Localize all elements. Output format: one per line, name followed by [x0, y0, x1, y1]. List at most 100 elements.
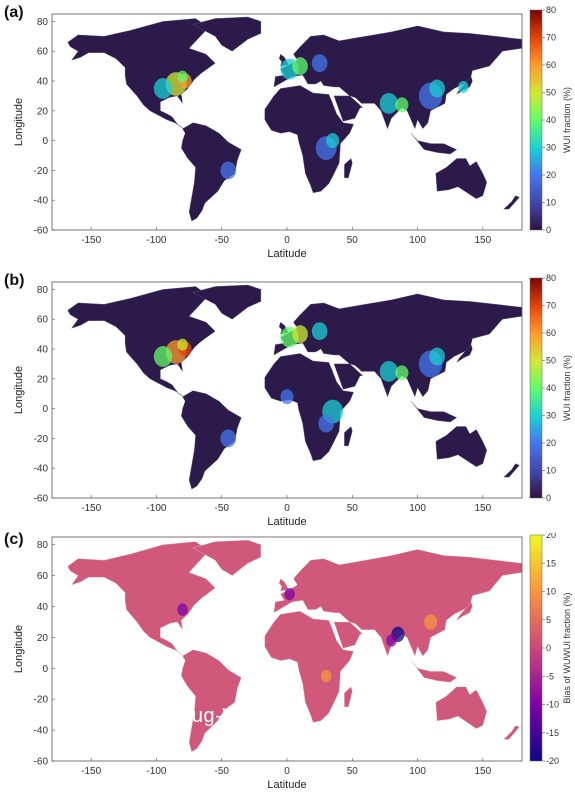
colorbar-b	[529, 277, 543, 499]
colorbar-tick-label: 60	[546, 328, 556, 338]
wui-hotspot	[424, 614, 438, 630]
colorbar-label: Bias of WUWUI fraction (%)	[562, 592, 572, 703]
colorbar-tick-label: 10	[546, 198, 556, 208]
wui-hotspot	[318, 414, 334, 433]
y-tick-label: -60	[34, 494, 49, 505]
colorbar-tick-label: 15	[546, 558, 556, 568]
landmass-indonesia	[410, 660, 458, 683]
wui-hotspot	[320, 669, 332, 683]
panel-a: -150 -100 -50 0 50 100 150 80 60 40 20 0 -20 -40 -60 La…	[0, 0, 575, 270]
colorbar-tick-label: 5	[546, 615, 551, 625]
y-tick-label: -20	[34, 434, 49, 445]
landmass-japan	[456, 601, 473, 621]
landmass-japan	[456, 344, 473, 363]
x-axis-label: Latitude	[267, 248, 306, 260]
landmass-new-zealand	[503, 463, 520, 478]
wui-hotspot	[311, 322, 328, 341]
wui-hotspot	[395, 365, 409, 381]
x-tick-label: -150	[81, 503, 101, 514]
wui-hotspot	[292, 325, 308, 344]
landmass-europe-asia	[273, 25, 522, 130]
world-map-c	[52, 537, 522, 761]
colorbar-tick-label: 10	[546, 587, 556, 597]
colorbar-tick-label: 50	[546, 88, 556, 98]
x-tick-label: 0	[284, 235, 290, 246]
y-tick-label: -20	[34, 695, 49, 706]
x-axis-label: Latitude	[267, 779, 306, 791]
world-map-b	[52, 282, 522, 498]
x-tick-label: -150	[81, 235, 101, 246]
x-tick-label: -100	[146, 235, 166, 246]
colorbar-tick-label: 20	[546, 170, 556, 180]
colorbar-tick-label: 0	[546, 493, 551, 503]
map-figure-a: -150 -100 -50 0 50 100 150806040200-20-40-60La…	[13, 5, 572, 260]
x-tick-label: 50	[347, 503, 359, 514]
x-tick-label: 50	[347, 766, 359, 777]
landmass-arabia	[333, 95, 364, 122]
colorbar-c	[529, 534, 543, 762]
colorbar-tick-label: 20	[546, 533, 556, 540]
landmass-australia	[435, 686, 488, 729]
landmass-new-zealand	[503, 195, 520, 210]
colorbar-tick-label: 10	[546, 466, 556, 476]
landmass-australia	[435, 426, 488, 467]
x-tick-label: -50	[214, 235, 229, 246]
x-tick-label: -100	[146, 503, 166, 514]
colorbar-tick-label: 70	[546, 301, 556, 311]
wui-hotspot	[386, 634, 397, 647]
colorbar-tick-label: 60	[546, 60, 556, 70]
landmass-madagascar	[344, 686, 353, 708]
panel-label: (c)	[4, 531, 24, 548]
y-tick-label: -60	[34, 757, 49, 768]
x-tick-label: -150	[81, 766, 101, 777]
dataset-name: Schug-WUI	[62, 186, 169, 208]
colorbar-tick-label: 80	[546, 5, 556, 15]
landmass-south-america	[181, 122, 242, 222]
world-map-a	[52, 14, 522, 230]
y-tick-label: 0	[42, 664, 48, 675]
x-tick-label: -50	[214, 503, 229, 514]
panel-c: -150 -100 -50 0 50 100 150 80 60 40 20 0 -20 -40 -60 La…	[0, 531, 575, 803]
colorbar-tick-label: 30	[546, 411, 556, 421]
y-tick-label: -40	[34, 464, 49, 475]
landmass-europe-asia	[273, 293, 522, 398]
wui-hotspot	[311, 54, 328, 73]
map-figure-b: -150 -100 -50 0 50 100 150806040200-20-40-60La…	[13, 273, 572, 528]
colorbar-tick-label: 40	[546, 115, 556, 125]
landmass-australia	[435, 158, 488, 199]
wui-hotspot	[429, 347, 445, 366]
dataset-name: WUWUI - Schug-WUI	[62, 705, 263, 727]
wui-hotspot	[326, 133, 340, 149]
x-axis-label: Latitude	[267, 516, 306, 528]
landmass-greenland	[192, 284, 262, 320]
y-tick-label: -60	[34, 226, 49, 237]
landmass-indonesia	[410, 133, 458, 155]
wui-hotspot	[177, 338, 188, 351]
colorbar-tick-label: 50	[546, 356, 556, 366]
y-axis-label: Longitude	[13, 98, 25, 146]
wui-hotspot	[458, 81, 469, 93]
colorbar-tick-label: -15	[546, 728, 559, 738]
colorbar-tick-label: 70	[546, 33, 556, 43]
landmass-south-america	[181, 649, 242, 753]
landmass-madagascar	[344, 426, 353, 447]
panel-label: (b)	[4, 272, 25, 289]
colorbar-tick-label: 30	[546, 143, 556, 153]
wui-hotspot	[177, 70, 188, 83]
y-axis-label: Longitude	[13, 366, 25, 414]
x-tick-label: 150	[474, 766, 491, 777]
x-tick-label: 100	[409, 235, 426, 246]
y-tick-label: -20	[34, 166, 49, 177]
landmass-indonesia	[410, 401, 458, 423]
wui-hotspot	[284, 587, 295, 601]
wui-hotspot	[220, 161, 237, 180]
y-tick-label: 0	[42, 136, 48, 147]
landmass-north-america	[67, 541, 216, 657]
y-tick-label: 0	[42, 404, 48, 415]
landmass-greenland	[192, 16, 262, 52]
landmass-africa	[264, 85, 354, 194]
landmass-greenland	[192, 539, 262, 576]
x-tick-label: 0	[284, 503, 290, 514]
x-tick-label: 100	[409, 766, 426, 777]
wui-hotspot	[177, 603, 188, 616]
